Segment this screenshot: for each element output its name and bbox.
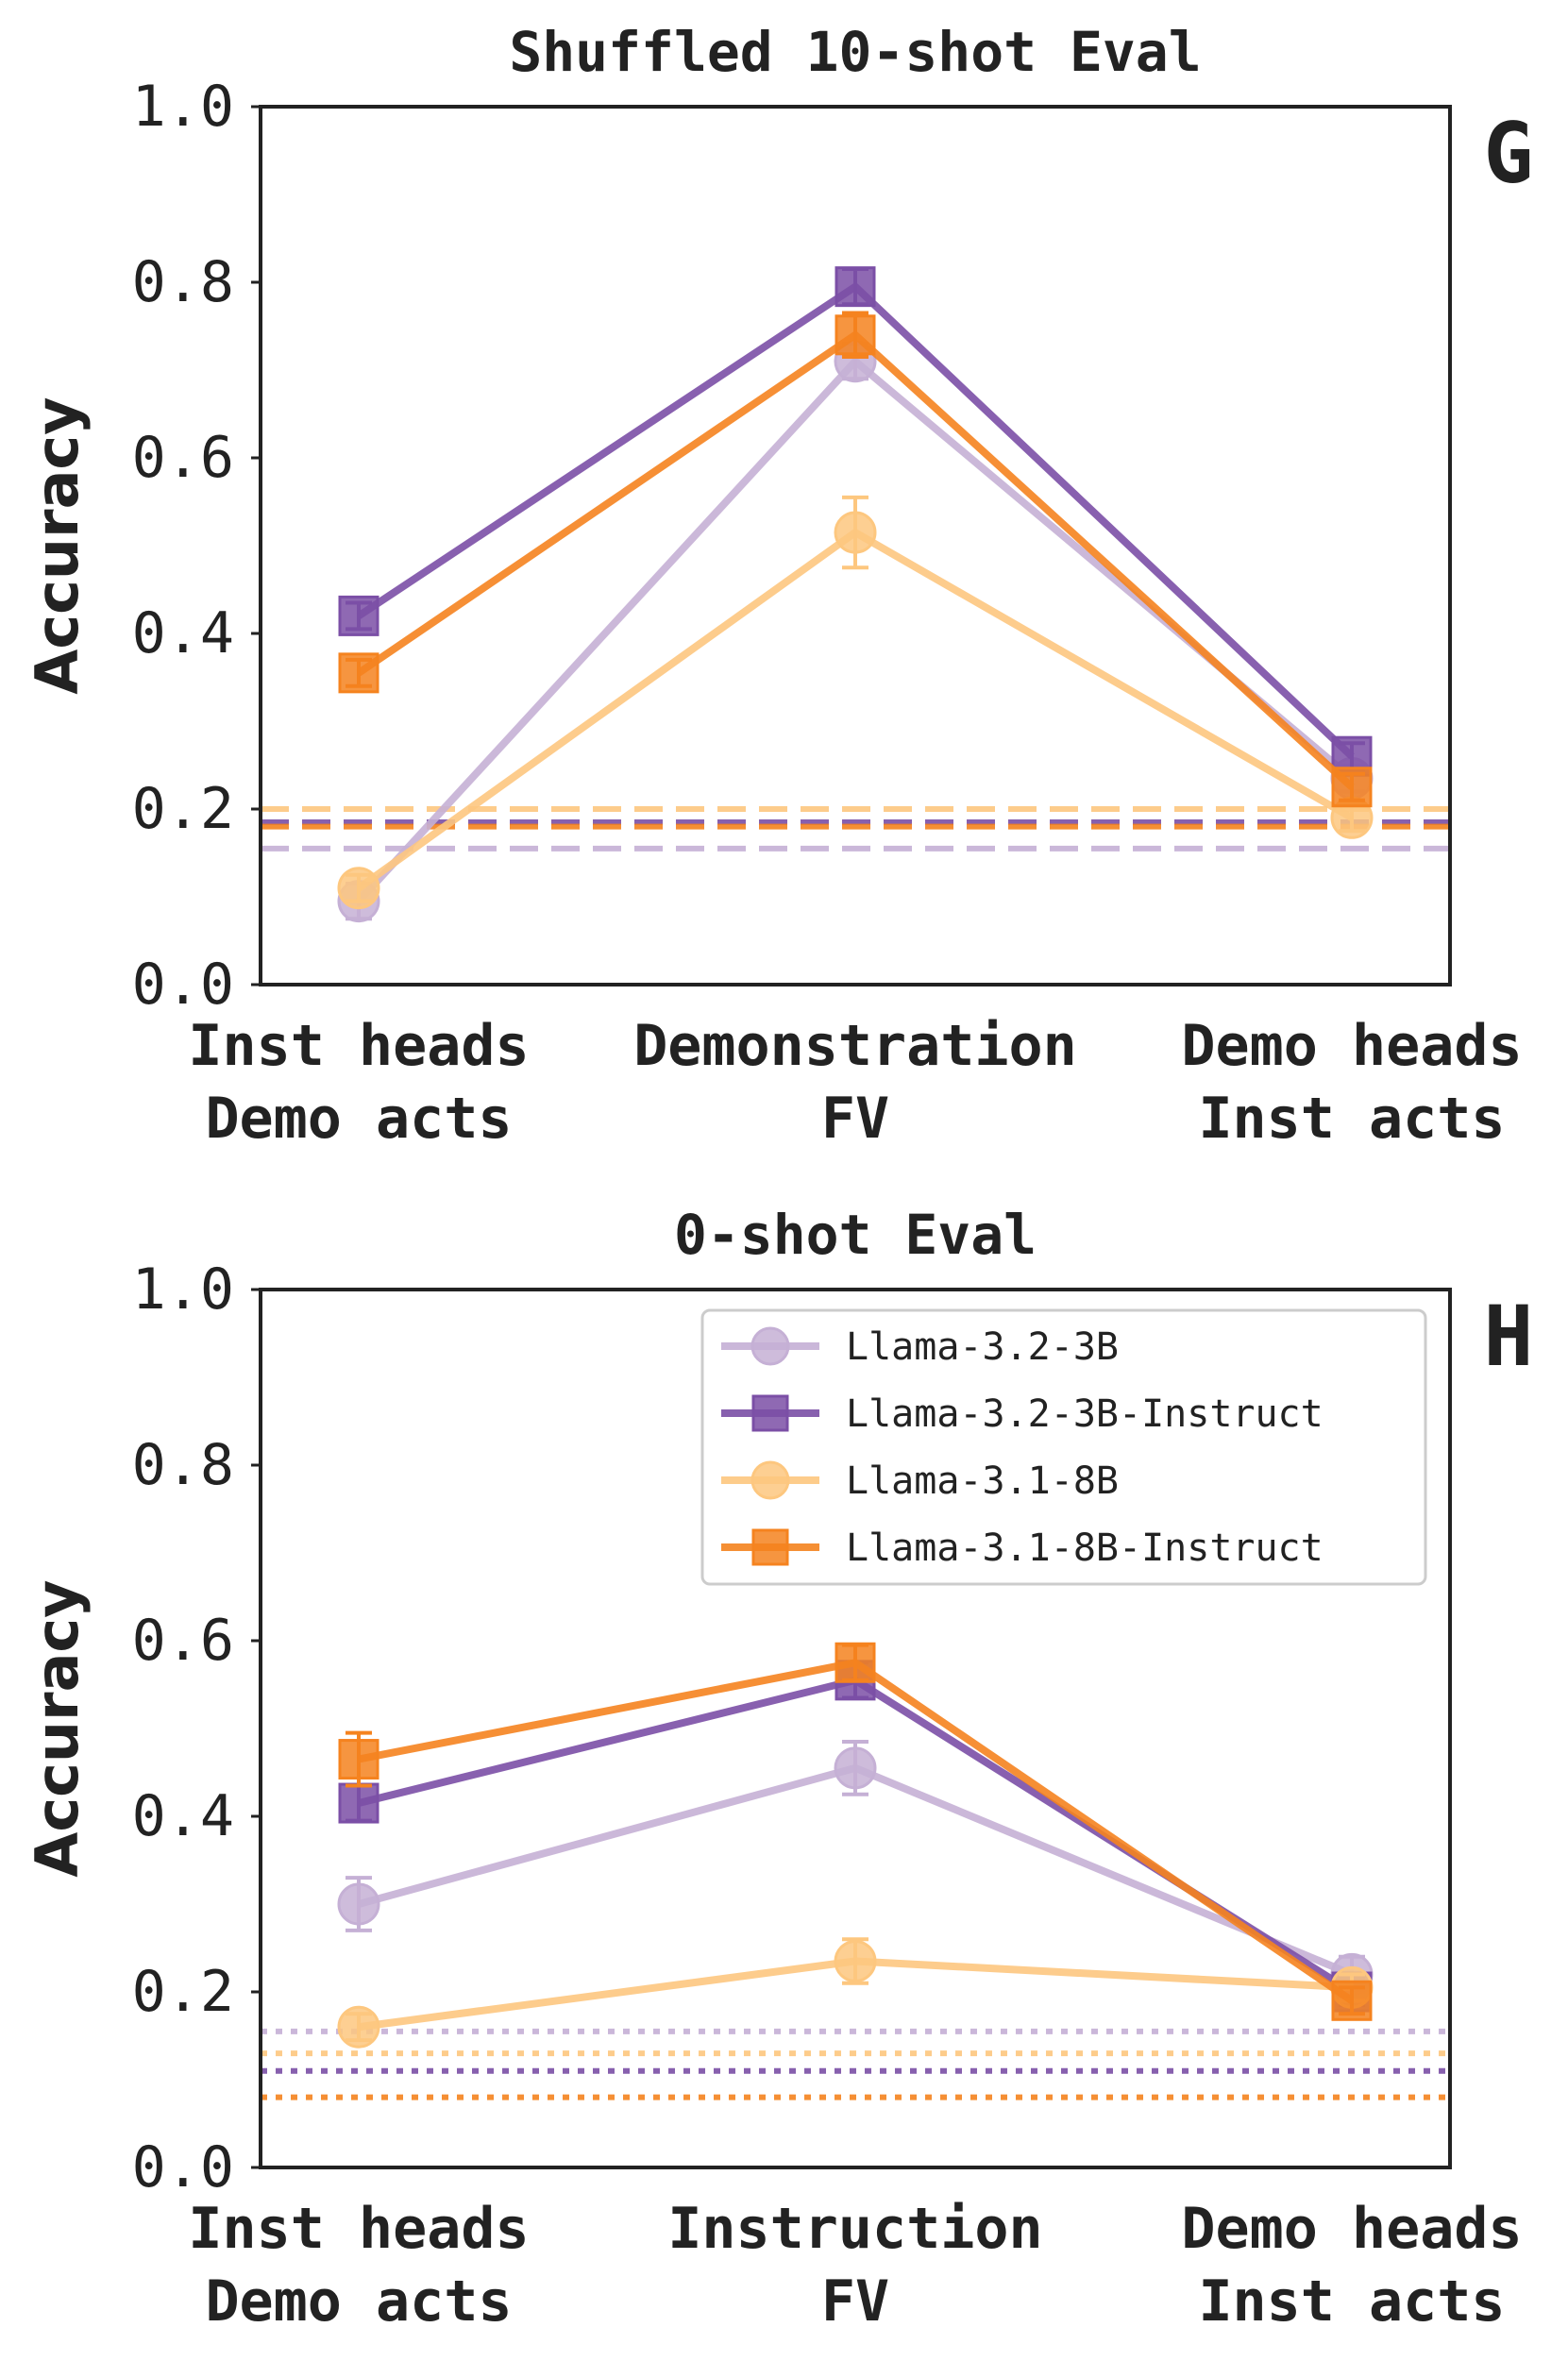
y-tick-label: 0.0 [132, 952, 234, 1018]
x-tick-label: Demonstration [633, 1013, 1077, 1079]
x-tick-label: Inst heads [188, 1013, 529, 1079]
plot-frame [259, 105, 1452, 987]
data-point-circle [337, 867, 380, 910]
legend-marker-circle [750, 1460, 790, 1500]
chart-title: Shuffled 10-shot Eval [509, 20, 1201, 84]
plot-area [261, 1642, 1450, 2100]
x-tick-label: Inst heads [188, 2196, 529, 2262]
series-llama-3-1-8b-instruct [338, 311, 1373, 808]
y-tick-label: 0.4 [132, 1783, 234, 1849]
y-tick-label: 0.6 [132, 425, 234, 491]
x-tick-label: Demo acts [205, 1086, 512, 1152]
chart-title: 0-shot Eval [674, 1203, 1037, 1267]
y-tick-label: 0.8 [132, 1432, 234, 1498]
legend-marker-square [751, 1528, 789, 1566]
x-tick-label: Instruction [667, 2196, 1042, 2262]
data-point-square [835, 314, 876, 356]
y-tick-label: 1.0 [132, 74, 234, 140]
data-point-circle [834, 1939, 877, 1982]
chart-panel-h: 0-shot Eval H Accuracy 0.0 0.2 0.4 0.6 0.8 1.0 In… [23, 1203, 1533, 2335]
x-tick-label: FV [821, 1086, 889, 1152]
data-point-square [835, 1642, 876, 1683]
legend: Llama-3.2-3B Llama-3.2-3B-Instruct Llama-3… [700, 1308, 1427, 1586]
x-tick-label: Demo heads [1181, 1013, 1522, 1079]
y-tick-label: 0.2 [132, 1959, 234, 2025]
data-point-circle [834, 1746, 877, 1790]
panel-label: G [1484, 105, 1534, 202]
data-point-circle [834, 511, 877, 554]
data-point-square [338, 652, 379, 694]
plot-area [261, 266, 1450, 923]
x-tick-label: Inst acts [1198, 2268, 1505, 2335]
legend-marker-circle [750, 1326, 790, 1366]
y-tick-label: 1.0 [132, 1256, 234, 1323]
y-tick-label: 0.0 [132, 2134, 234, 2201]
legend-marker-square [751, 1394, 789, 1432]
series-llama-3-1-8b [337, 495, 1374, 910]
x-tick-label: FV [821, 2268, 889, 2335]
data-point-square [338, 1782, 379, 1824]
y-tick-label: 0.2 [132, 776, 234, 842]
plot-frame [259, 1288, 1452, 2169]
x-tick-label: Inst acts [1198, 1086, 1505, 1152]
legend-label: Llama-3.2-3B-Instruct [846, 1392, 1324, 1436]
y-tick-label: 0.6 [132, 1608, 234, 1674]
data-point-square [338, 595, 379, 636]
series-llama-3-1-8b-instruct [338, 1642, 1373, 2021]
x-tick-label: Demo heads [1181, 2196, 1522, 2262]
y-tick-label: 0.4 [132, 600, 234, 666]
y-axis-label: Accuracy [23, 1579, 92, 1877]
data-point-circle [337, 2005, 380, 2049]
chart-panel-g: Shuffled 10-shot Eval G Accuracy 0.0 0.2 0.4 0… [23, 20, 1533, 1152]
data-point-square [1331, 767, 1373, 808]
legend-label: Llama-3.2-3B [846, 1325, 1119, 1369]
legend-label: Llama-3.1-8B-Instruct [846, 1526, 1324, 1570]
y-tick-label: 0.8 [132, 249, 234, 315]
panel-label: H [1484, 1288, 1534, 1385]
data-point-square [1331, 1980, 1373, 2021]
y-axis-label: Accuracy [23, 396, 92, 694]
legend-label: Llama-3.1-8B [846, 1459, 1119, 1503]
legend-box [700, 1308, 1427, 1586]
data-point-circle [337, 1882, 380, 1926]
x-tick-label: Demo acts [205, 2268, 512, 2335]
data-point-square [338, 1739, 379, 1780]
data-point-square [835, 266, 876, 308]
